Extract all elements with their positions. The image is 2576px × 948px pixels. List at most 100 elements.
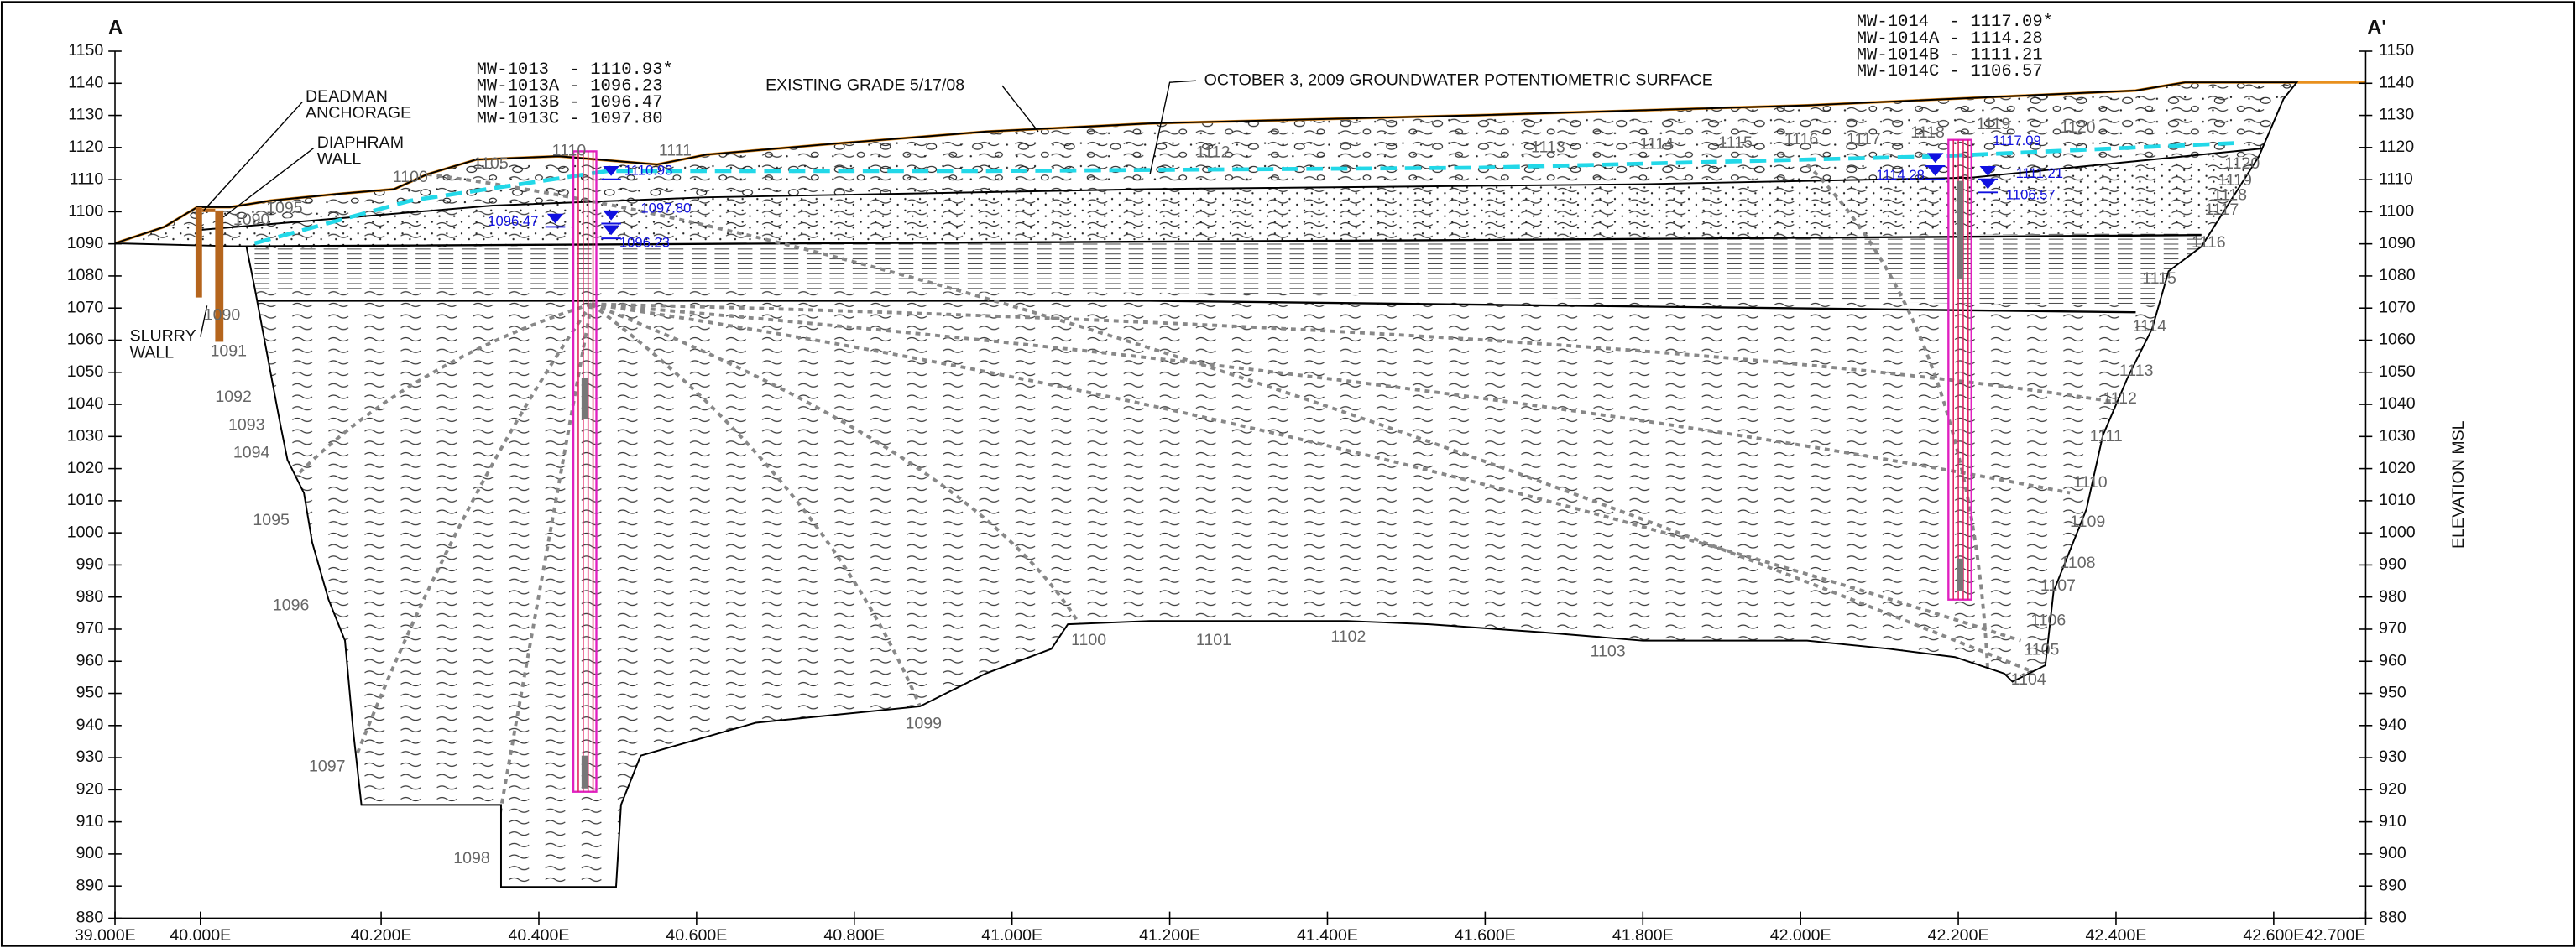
- elevation-label: 1120: [2379, 138, 2414, 156]
- elevation-label: 890: [76, 876, 104, 894]
- elevation-label: 960: [2379, 651, 2406, 669]
- contour-label: 1090: [233, 211, 270, 229]
- water-level-label: 1114.28: [1876, 167, 1925, 183]
- elevation-label: 930: [2379, 747, 2406, 766]
- contour-label: 1101: [1196, 631, 1231, 649]
- contour-label: 1105: [473, 154, 509, 173]
- contour-label: 1091: [211, 341, 248, 360]
- contour-label: 1110: [552, 142, 587, 160]
- elevation-label: 880: [76, 909, 104, 927]
- station-label: 41.600E: [1455, 926, 1516, 945]
- contour-label: 1114: [2133, 317, 2167, 336]
- well-table-row: MW-1013C - 1097.80: [477, 110, 663, 129]
- elevation-label: 1140: [2379, 73, 2414, 91]
- elevation-label: 920: [76, 780, 104, 799]
- elevation-label: 940: [2379, 716, 2406, 734]
- elevation-label: 1110: [2379, 169, 2413, 188]
- contour-label: 1103: [1591, 643, 1626, 661]
- contour-label: 1114: [1639, 135, 1674, 154]
- section-start: A: [108, 16, 123, 38]
- elevation-label: 1030: [2379, 426, 2416, 445]
- elevation-label: 1000: [67, 523, 104, 541]
- elevation-label: 1070: [2379, 298, 2416, 316]
- elevation-label: 1020: [67, 459, 104, 477]
- section-end: A': [2367, 16, 2386, 38]
- contour-label: 1116: [2192, 233, 2226, 252]
- contour-label: 1109: [2070, 513, 2105, 531]
- elevation-label: 1040: [67, 394, 104, 413]
- elevation-label: 1080: [2379, 266, 2416, 284]
- elevation-label: 1010: [67, 491, 104, 509]
- water-level-label: 1110.93: [624, 162, 673, 178]
- contour-label: 1100: [393, 168, 428, 186]
- elevation-label: 910: [2379, 812, 2406, 831]
- elevation-label: 1050: [67, 362, 104, 381]
- water-level-label: 1096.47: [488, 213, 538, 229]
- water-level-label: 1096.23: [619, 234, 670, 250]
- contour-label: 1113: [1531, 138, 1565, 157]
- elevation-label: 970: [2379, 619, 2406, 638]
- elevation-label: 1060: [67, 331, 104, 349]
- contour-label: 1120: [2224, 154, 2260, 173]
- elevation-label: 940: [76, 716, 104, 734]
- elevation-label: 900: [2379, 844, 2406, 862]
- elevation-label: 1080: [67, 266, 104, 284]
- elevation-label: 1120: [68, 138, 103, 156]
- elevation-label: 1090: [2379, 234, 2416, 253]
- elevation-label: 990: [2379, 555, 2406, 574]
- station-label: 40.000E: [170, 926, 231, 945]
- elevation-label: 1130: [2379, 106, 2414, 124]
- water-level-label: 1106.57: [2006, 187, 2056, 203]
- water-level-label: 1111.21: [2016, 165, 2063, 181]
- station-label: 42.600E: [2243, 926, 2304, 945]
- contour-label: 1094: [233, 444, 270, 462]
- station-label: 42.700E: [2305, 926, 2366, 945]
- elevation-label: 1040: [2379, 394, 2416, 413]
- contour-label: 1097: [309, 758, 346, 776]
- elevation-label: 900: [76, 844, 104, 862]
- contour-label: 1092: [215, 388, 252, 406]
- water-level-label: 1117.09: [1993, 133, 2041, 148]
- station-label: 40.800E: [823, 926, 885, 945]
- contour-label: 1107: [2040, 576, 2076, 595]
- contour-label: 1111: [659, 142, 692, 160]
- elevation-label: 950: [76, 684, 104, 702]
- contour-label: 1117: [1847, 130, 1881, 148]
- contour-label: 1096: [273, 596, 310, 615]
- station-label: 41.400E: [1297, 926, 1358, 945]
- elevation-label: 980: [2379, 587, 2406, 606]
- elevation-label: 1070: [67, 298, 104, 316]
- contour-label: 1113: [2119, 362, 2154, 380]
- axis-title: ELEVATION MSL: [2449, 420, 2468, 549]
- elevation-label: 1100: [2379, 202, 2414, 221]
- elevation-label: 1020: [2379, 459, 2416, 477]
- diaphragm-wall: [196, 207, 202, 298]
- elevation-label: 1140: [68, 73, 103, 91]
- station-label: 39.000E: [75, 926, 136, 945]
- station-label: 42.000E: [1770, 926, 1831, 945]
- contour-label: 1115: [1718, 133, 1753, 152]
- elevation-label: 1150: [68, 41, 103, 60]
- callout: EXISTING GRADE 5/17/08: [765, 76, 964, 94]
- station-label: 40.400E: [509, 926, 570, 945]
- elevation-label: 1110: [70, 169, 104, 188]
- elevation-label: 1100: [68, 202, 103, 221]
- contour-label: 1110: [2073, 473, 2108, 492]
- contour-label: 1106: [2030, 611, 2066, 629]
- elevation-label: 930: [76, 747, 104, 766]
- contour-label: 1120: [2060, 118, 2095, 137]
- elevation-label: 1050: [2379, 362, 2416, 381]
- elevation-label: 1150: [2379, 41, 2414, 60]
- callout: WALL: [130, 343, 175, 362]
- elevation-label: 890: [2379, 876, 2406, 894]
- contour-label: 1115: [2142, 269, 2176, 288]
- contour-label: 1112: [2103, 389, 2137, 408]
- station-label: 41.000E: [981, 926, 1042, 945]
- contour-label: 1099: [905, 715, 942, 733]
- elevation-label: 1000: [2379, 523, 2416, 541]
- contour-label: 1104: [2011, 670, 2046, 689]
- cross-section-drawing: A A' ELEVATION MSL DEADMAN ANCHORAGE DIA…: [0, 0, 2576, 948]
- callout: ANCHORAGE: [306, 104, 411, 122]
- contour-label: 1108: [2060, 554, 2095, 572]
- contour-label: 1093: [228, 415, 265, 434]
